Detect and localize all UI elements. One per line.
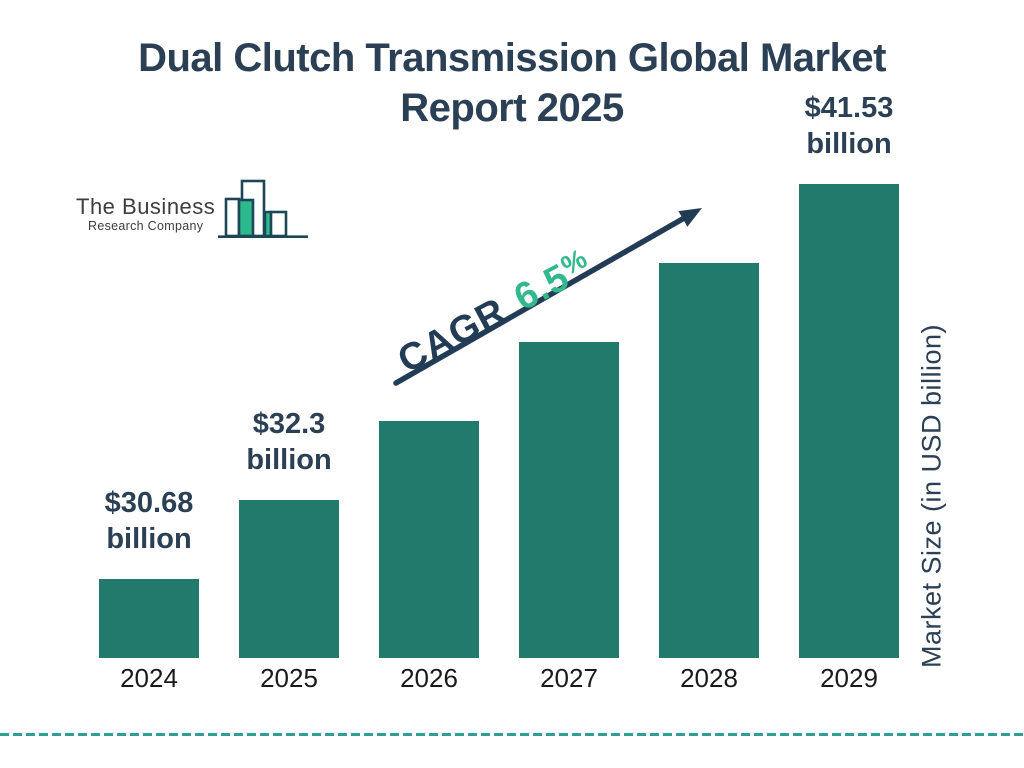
bar-2026 xyxy=(379,421,479,658)
bottom-dashed-divider xyxy=(0,733,1024,736)
x-tick-2027: 2027 xyxy=(540,663,598,693)
bar-2027 xyxy=(519,342,619,658)
value-label-2025: $32.3 billion xyxy=(246,408,332,476)
y-axis-label: Market Size (in USD billion) xyxy=(916,323,947,669)
logo-name: The Business xyxy=(76,194,216,219)
value-label-2024: $30.68 billion xyxy=(104,487,194,555)
company-logo-text: The Business Research Company xyxy=(76,195,215,241)
cagr-trend-arrow xyxy=(393,208,702,386)
x-tick-2025: 2025 xyxy=(260,663,318,693)
bar-2029 xyxy=(799,184,899,658)
logo-subtitle: Research Company xyxy=(88,219,204,233)
x-tick-2024: 2024 xyxy=(120,663,178,693)
value-label-2029: $41.53 billion xyxy=(804,92,894,160)
page-title-line2: Report 2025 xyxy=(400,86,624,130)
x-tick-2026: 2026 xyxy=(400,663,458,693)
company-logo: The Business Research Company xyxy=(76,178,309,241)
bar-2024 xyxy=(99,579,199,658)
x-tick-2028: 2028 xyxy=(680,663,738,693)
logo-skyline-icon xyxy=(218,179,309,238)
page-title-line1: Dual Clutch Transmission Global Market xyxy=(138,36,886,80)
x-tick-2029: 2029 xyxy=(820,663,878,693)
bar-2025 xyxy=(239,500,339,658)
page-title: Dual Clutch Transmission Global Market R… xyxy=(0,33,1024,133)
bar-2028 xyxy=(659,263,759,658)
